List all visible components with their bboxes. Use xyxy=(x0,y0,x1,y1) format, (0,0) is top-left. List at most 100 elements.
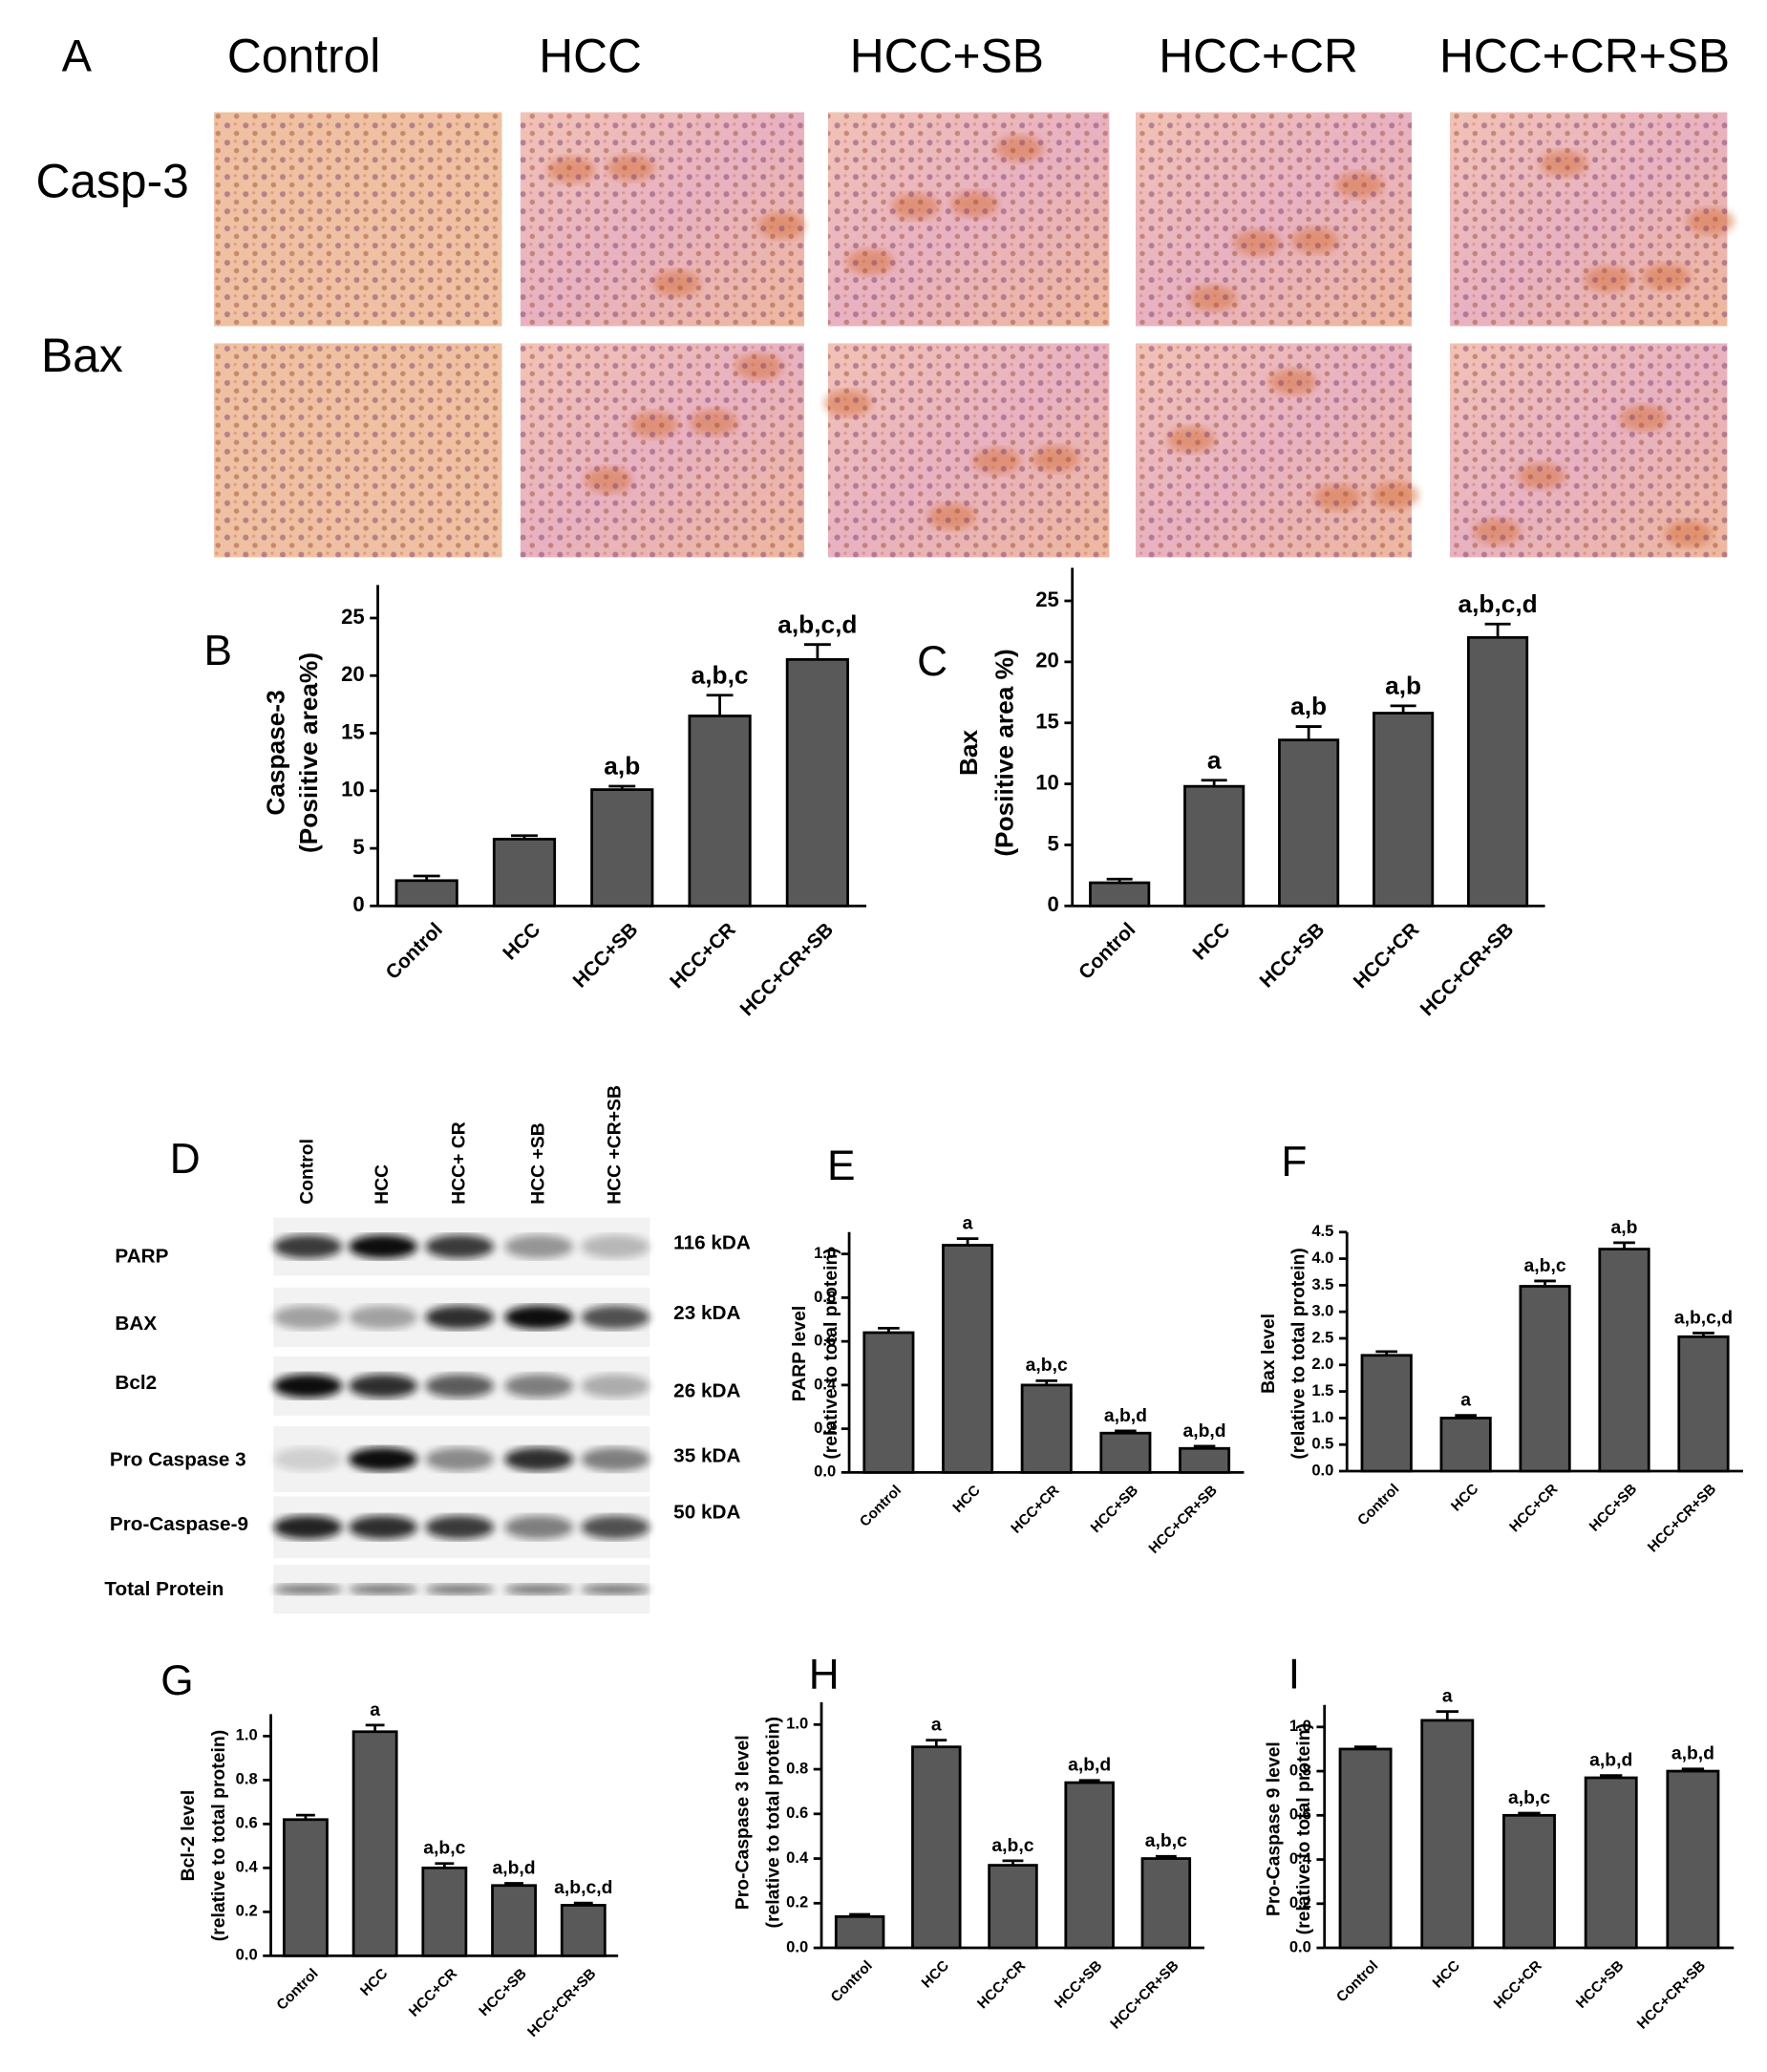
x-tick-label: HCC xyxy=(919,1957,952,1991)
x-tick-label: Control xyxy=(828,1957,876,2005)
band xyxy=(581,1584,650,1595)
row-label: Casp-3 xyxy=(35,155,188,208)
x-tick-label: Control xyxy=(1075,919,1139,984)
band xyxy=(349,1234,418,1259)
lane-label: HCC +CR+SB xyxy=(604,1085,625,1205)
bar xyxy=(1183,784,1245,908)
bar xyxy=(1099,1431,1152,1474)
bar xyxy=(1278,738,1340,908)
y-tick-label: 0.6 xyxy=(1289,1805,1311,1824)
y-tick-label: 1.0 xyxy=(236,1726,258,1744)
error-bar xyxy=(1155,1854,1177,1859)
panel-letter: B xyxy=(204,628,233,674)
error-bar xyxy=(1106,877,1133,884)
bar xyxy=(1360,1354,1413,1473)
error-bar xyxy=(1613,1241,1635,1250)
y-tick-label: 5 xyxy=(352,835,364,859)
bar xyxy=(1677,1335,1730,1473)
band xyxy=(425,1374,495,1399)
band xyxy=(504,1234,574,1259)
y-axis-label: Bax xyxy=(954,729,983,776)
micrograph xyxy=(1136,343,1419,558)
significance-label: a,b,c,d xyxy=(554,1877,612,1898)
y-tick-label: 0.8 xyxy=(1289,1761,1311,1779)
bar xyxy=(1064,1781,1115,1950)
band xyxy=(349,1515,418,1540)
significance-label: a,b,c,d xyxy=(1458,589,1538,618)
band xyxy=(581,1515,650,1540)
y-tick-label: 0.6 xyxy=(236,1814,258,1832)
panel-letter: G xyxy=(160,1657,193,1704)
y-axis-label: (relative to total protein) xyxy=(1288,1248,1309,1459)
error-bar xyxy=(878,1327,900,1334)
error-bar xyxy=(1390,704,1416,714)
significance-label: a,b xyxy=(604,752,640,780)
x-tick-label: HCC+CR+SB xyxy=(1634,1957,1709,2032)
nuclei xyxy=(214,343,502,558)
row-label: Bax xyxy=(41,329,123,382)
lane-label: HCC +SB xyxy=(527,1122,548,1204)
x-tick-label: HCC xyxy=(949,1483,983,1516)
x-tick-label: HCC+CR+SB xyxy=(1645,1481,1719,1555)
x-tick-label: HCC+SB xyxy=(569,919,643,993)
significance-label: a xyxy=(370,1699,380,1720)
bar xyxy=(1179,1446,1231,1474)
x-tick-label: HCC xyxy=(1430,1957,1463,1991)
bar xyxy=(394,879,458,908)
y-tick-label: 0.8 xyxy=(814,1288,836,1306)
significance-label: a,b,c,d xyxy=(777,609,857,638)
error-bar xyxy=(1681,1767,1705,1772)
x-tick-label: HCC+SB xyxy=(1052,1957,1105,2011)
error-bar xyxy=(956,1237,979,1246)
y-axis-label: Pro-Caspase 3 level xyxy=(733,1735,754,1910)
error-bar xyxy=(849,1912,871,1917)
y-tick-label: 10 xyxy=(341,778,365,801)
y-tick-label: 0.4 xyxy=(814,1375,837,1393)
micrograph xyxy=(1136,112,1412,327)
error-bar xyxy=(1078,1779,1100,1784)
significance-label: a,b,d xyxy=(492,1857,535,1878)
bar xyxy=(1598,1248,1650,1473)
micrograph xyxy=(1450,112,1735,327)
y-tick-label: 1.0 xyxy=(786,1715,808,1733)
band xyxy=(425,1447,495,1472)
error-bar xyxy=(1353,1745,1377,1749)
micrograph xyxy=(823,343,1110,558)
lane-label: Control xyxy=(296,1139,317,1205)
x-tick-label: HCC+SB xyxy=(1255,919,1329,993)
x-tick-label: HCC+CR xyxy=(974,1957,1029,2012)
significance-label: a,b,c xyxy=(991,1835,1033,1856)
protein-label: PARP xyxy=(115,1246,168,1268)
y-tick-label: 0 xyxy=(352,892,364,916)
band xyxy=(504,1447,574,1472)
band xyxy=(504,1584,574,1595)
bar xyxy=(560,1904,607,1957)
y-tick-label: 3.5 xyxy=(1311,1275,1333,1293)
nuclei xyxy=(827,112,1110,327)
y-tick-label: 20 xyxy=(341,662,365,686)
y-axis-label: (Posiitive area%) xyxy=(294,652,323,853)
panel-letter: H xyxy=(809,1651,840,1698)
significance-label: a,b,d xyxy=(1671,1743,1714,1764)
error-bar xyxy=(413,874,440,881)
x-tick-label: HCC+CR+SB xyxy=(735,919,838,1021)
y-axis-label: PARP level xyxy=(789,1306,810,1401)
bar xyxy=(1519,1285,1571,1473)
lane-label: HCC+ CR xyxy=(448,1121,469,1205)
nuclei xyxy=(1136,343,1412,558)
lane-label: HCC xyxy=(372,1164,393,1205)
micrograph xyxy=(1450,343,1728,558)
significance-label: a xyxy=(1207,745,1222,774)
y-tick-label: 0.2 xyxy=(236,1902,258,1920)
y-tick-label: 3.0 xyxy=(1311,1302,1333,1320)
bar xyxy=(862,1331,915,1474)
error-bar xyxy=(1534,1279,1556,1287)
y-tick-label: 0.4 xyxy=(236,1858,259,1876)
error-bar xyxy=(435,1862,455,1869)
nuclei xyxy=(1136,112,1412,327)
size-label: 50 kDA xyxy=(673,1502,740,1524)
micrograph xyxy=(214,112,502,327)
panel-letter: C xyxy=(917,638,947,685)
error-bar xyxy=(926,1739,947,1747)
